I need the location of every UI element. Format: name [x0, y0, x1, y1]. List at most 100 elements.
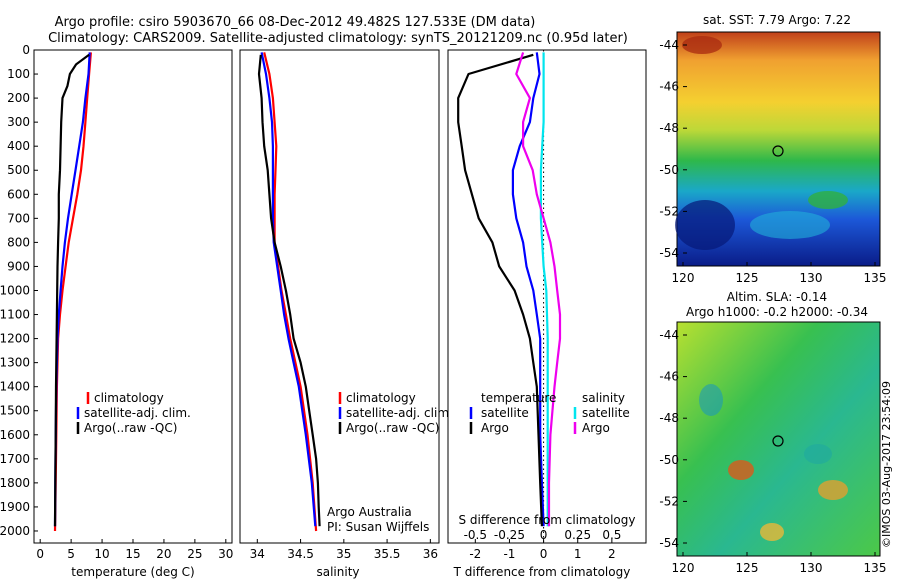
pi-annotation: PI: Susan Wijffels — [327, 520, 429, 534]
sla-high-patch — [818, 480, 848, 500]
legend-s-satellite-label: satellite — [582, 406, 630, 420]
sla-map-panel: Altim. SLA: -0.14 Argo h1000: -0.2 h2000… — [659, 290, 886, 575]
lon-tick-label: 135 — [864, 561, 887, 575]
sla-argo-location-marker — [772, 435, 784, 447]
sst-argo-location-marker — [772, 145, 784, 157]
lat-tick-label: -48 — [659, 411, 679, 425]
salinity-legend: climatology satellite-adj. clim. Argo(..… — [338, 391, 453, 435]
temperature-tick-label: 30 — [218, 547, 233, 561]
lat-tick-label: -50 — [659, 453, 679, 467]
depth-tick-label: 1500 — [0, 404, 30, 418]
lon-tick-label: 125 — [736, 561, 759, 575]
depth-tick-label: 300 — [7, 115, 30, 129]
depth-tick-label: 1100 — [0, 308, 30, 322]
salinity-axis-label: salinity — [316, 565, 359, 579]
depth-tick-label: 500 — [7, 163, 30, 177]
lon-tick-label: 135 — [864, 271, 887, 285]
salinity-tick-label: 36 — [423, 547, 438, 561]
sla-low-patch — [804, 444, 832, 464]
sst-map-panel: sat. SST: 7.79 Argo: 7.22 — [659, 13, 886, 285]
legend-satellite-label: satellite-adj. clim. — [84, 406, 191, 420]
depth-tick-label: 100 — [7, 67, 30, 81]
lon-tick-label: 130 — [800, 271, 823, 285]
t-difference-tick-label: -2 — [469, 547, 481, 561]
salinity-plot-frame — [239, 49, 440, 544]
depth-tick-label: 2000 — [0, 524, 30, 538]
temperature-tick-label: 10 — [94, 547, 109, 561]
depth-tick-label: 400 — [7, 139, 30, 153]
lat-tick-label: -44 — [659, 328, 679, 342]
s-difference-tick-label: -0.5 — [464, 528, 487, 542]
legend-argo-label: Argo(..raw -QC) — [84, 421, 177, 435]
legend-salinity-header: salinity — [582, 391, 625, 405]
temperature-tick-label: 15 — [125, 547, 140, 561]
sla-high-patch — [760, 523, 784, 541]
legend-argo-label: Argo(..raw -QC) — [346, 421, 439, 435]
salinity-tick-label: 34.5 — [287, 547, 314, 561]
salinity-axis: 34 34.5 35 35.5 36 — [250, 539, 438, 561]
figure-title-line1: Argo profile: csiro 5903670_66 08-Dec-20… — [55, 15, 536, 30]
depth-tick-label: 800 — [7, 235, 30, 249]
temperature-series-line — [53, 53, 90, 527]
depth-tick-label: 700 — [7, 211, 30, 225]
difference-panel: -2 -1 0 1 2 -0.5 -0.25 0 0.25 0.5 S difference f… — [447, 49, 647, 579]
sla-map-lon-axis: 120 125 130 135 — [672, 552, 887, 575]
difference-series — [457, 52, 562, 527]
legend-t-satellite-label: satellite — [481, 406, 529, 420]
lat-tick-label: -54 — [659, 246, 679, 260]
temperature-axis-label: temperature (deg C) — [71, 565, 194, 579]
legend-s-argo-label: Argo — [582, 421, 610, 435]
figure-title-line2: Climatology: CARS2009. Satellite-adjuste… — [48, 31, 628, 46]
legend-climatology-label: climatology — [94, 391, 164, 405]
lat-tick-label: -52 — [659, 494, 679, 508]
t-difference-tick-label: 1 — [574, 547, 582, 561]
depth-tick-label: 1700 — [0, 452, 30, 466]
t-difference-series-line — [457, 53, 543, 527]
depth-tick-label: 1000 — [0, 283, 30, 297]
s-difference-axis-label: S difference from climatology — [459, 513, 636, 527]
temperature-panel: 0100200300400500600700800900100011001200… — [0, 43, 452, 579]
depth-tick-label: 1600 — [0, 428, 30, 442]
sst-map-title: sat. SST: 7.79 Argo: 7.22 — [703, 13, 851, 27]
temperature-series — [53, 52, 92, 532]
temperature-tick-label: 25 — [187, 547, 202, 561]
salinity-series-line — [260, 52, 317, 527]
sla-map-lat-axis: -44 -46 -48 -50 -52 -54 — [659, 328, 687, 550]
sla-map-title-line2: Argo h1000: -0.2 h2000: -0.34 — [686, 305, 868, 319]
t-difference-tick-label: 0 — [540, 547, 548, 561]
salinity-panel: 34 34.5 35 35.5 36 salinity climatology sate… — [239, 49, 453, 579]
lon-tick-label: 130 — [800, 561, 823, 575]
t-difference-axis: -2 -1 0 1 2 — [469, 539, 616, 561]
salinity-series — [257, 52, 321, 532]
t-difference-tick-label: -1 — [503, 547, 515, 561]
lat-tick-label: -52 — [659, 204, 679, 218]
lat-tick-label: -54 — [659, 536, 679, 550]
temperature-tick-label: 0 — [36, 547, 44, 561]
depth-tick-label: 1200 — [0, 332, 30, 346]
difference-legend: temperature satellite Argo salinity sate… — [469, 391, 630, 435]
depth-tick-label: 1400 — [0, 380, 30, 394]
sst-green-patch — [808, 191, 848, 209]
lat-tick-label: -46 — [659, 370, 679, 384]
depth-tick-label: 900 — [7, 259, 30, 273]
lat-tick-label: -46 — [659, 80, 679, 94]
institute-annotation: Argo Australia — [327, 505, 412, 519]
t-difference-axis-label: T difference from climatology — [453, 565, 631, 579]
temperature-axis: 0 5 10 15 20 25 30 — [36, 539, 233, 561]
s-difference-tick-label: 0 — [540, 528, 548, 542]
sst-map-lat-axis: -44 -46 -48 -50 -52 -54 — [659, 38, 687, 260]
lon-tick-label: 125 — [736, 271, 759, 285]
legend-t-argo-label: Argo — [481, 421, 509, 435]
depth-tick-label: 1900 — [0, 500, 30, 514]
t-difference-tick-label: 2 — [608, 547, 616, 561]
temperature-legend: climatology satellite-adj. clim. Argo(..… — [76, 391, 191, 435]
sla-map-title-line1: Altim. SLA: -0.14 — [727, 290, 827, 304]
sst-cyan-patch — [750, 211, 830, 239]
s-difference-series-line — [515, 52, 562, 527]
sst-warm-patch — [682, 36, 722, 54]
sla-low-patch — [699, 384, 723, 416]
s-difference-tick-label: -0.25 — [494, 528, 525, 542]
salinity-tick-label: 35.5 — [374, 547, 401, 561]
depth-tick-label: 1800 — [0, 476, 30, 490]
